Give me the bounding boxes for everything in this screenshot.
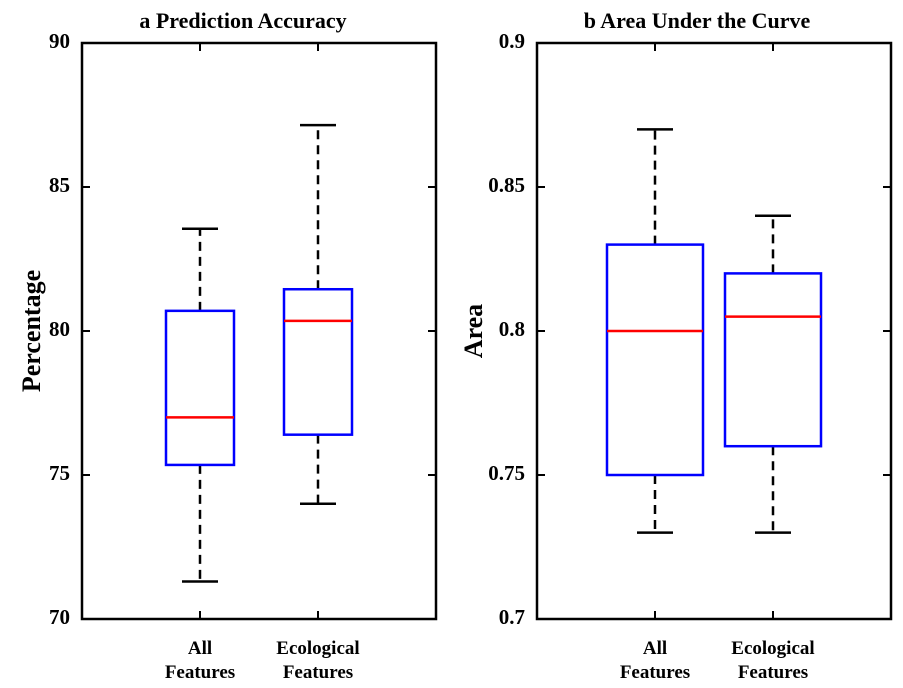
x-category-label: Features [283,662,353,683]
axes-frame [535,41,893,621]
iqr-box [723,272,823,448]
y-tick-label: 85 [49,173,70,197]
y-tick-label: 90 [49,29,70,53]
x-category-label: Ecological [276,638,359,659]
iqr-box [282,287,354,436]
y-tick-label: 0.8 [499,317,525,341]
y-tick-label: 0.7 [499,605,525,629]
box-group [164,227,236,583]
x-category-label: Features [620,662,690,683]
chart-title: a Prediction Accuracy [139,8,346,33]
y-tick-label: 0.75 [488,461,525,485]
y-axis-label: Percentage [17,270,46,392]
box-group [723,214,823,534]
y-tick-label: 70 [49,605,70,629]
box-group [605,128,705,534]
axes-frame [80,41,438,621]
box-group [282,123,354,506]
chart-panel-b: b Area Under the Curve Area 0.7 0.75 0.8 0.85… [459,8,893,683]
x-category-label: All [188,638,212,659]
y-tick-label: 75 [49,461,70,485]
y-axis-label: Area [459,304,488,358]
chart-panel-a: a Prediction Accuracy Percentage 70 75 80 85 9… [17,8,438,683]
x-category-label: Features [738,662,808,683]
x-category-label: Features [165,662,235,683]
iqr-box [605,243,705,477]
y-tick-label: 0.85 [488,173,525,197]
iqr-box [164,309,236,467]
x-category-label: Ecological [731,638,814,659]
chart-title: b Area Under the Curve [584,8,811,33]
y-tick-label: 0.9 [499,29,525,53]
y-tick-label: 80 [49,317,70,341]
x-category-label: All [643,638,667,659]
